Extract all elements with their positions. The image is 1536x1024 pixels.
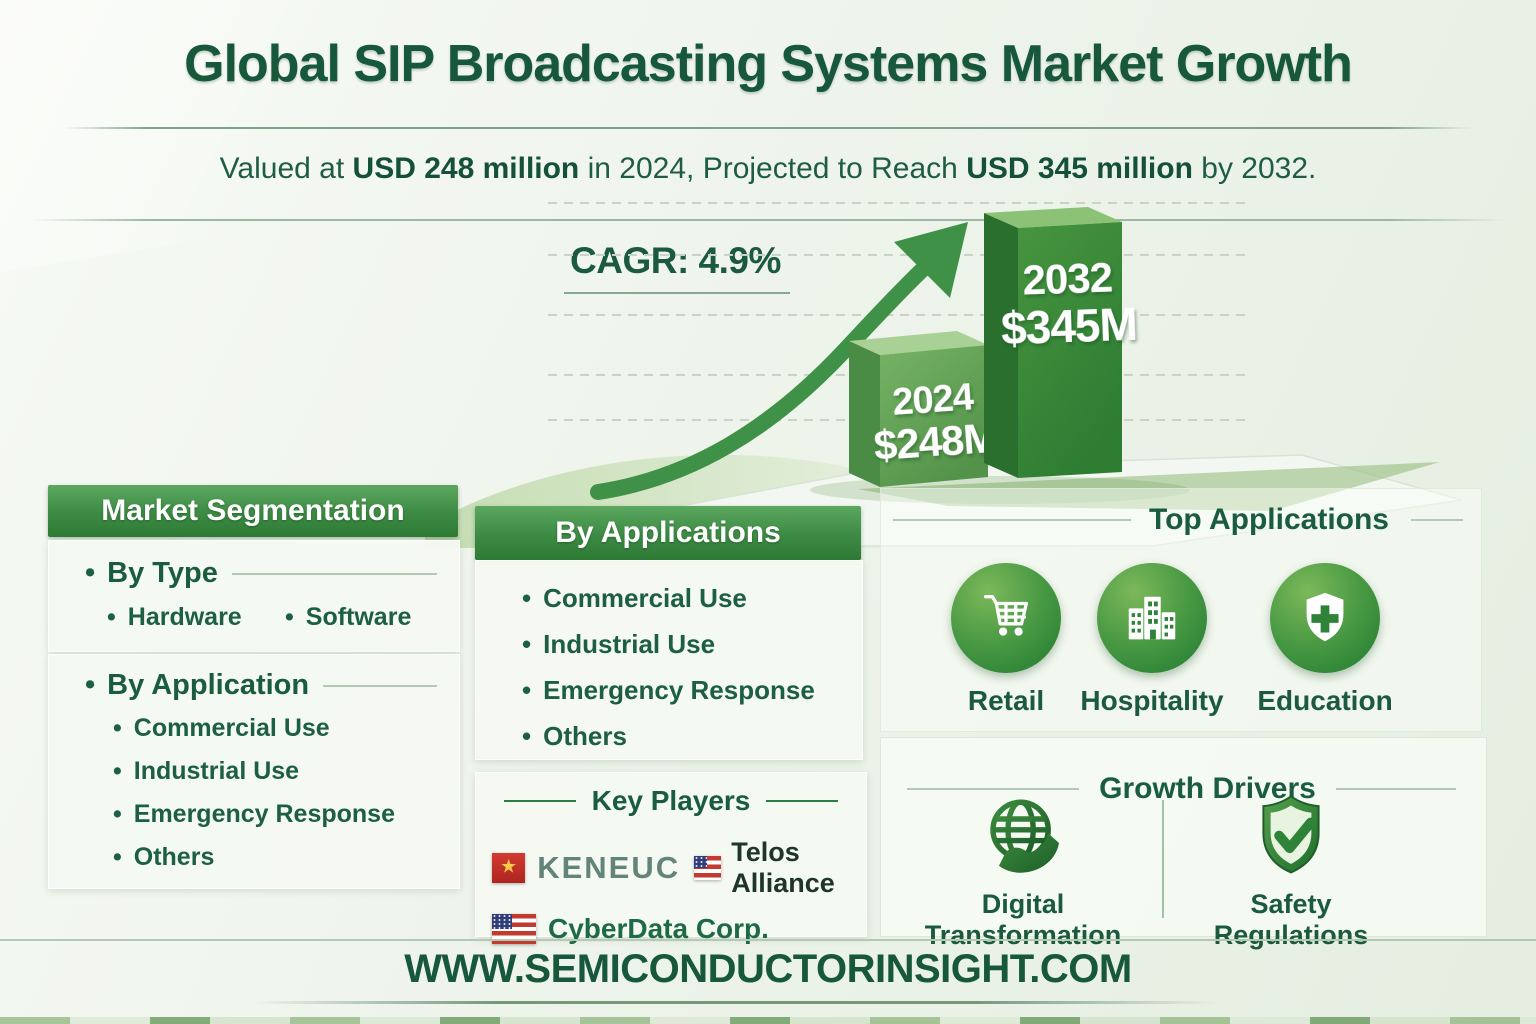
title-divider: [64, 127, 1472, 129]
buildings-icon: [1128, 596, 1176, 640]
bar-2032: 2032 $345M: [984, 207, 1138, 478]
bytype-heading: By Type: [85, 557, 437, 590]
player-cyberdata: CyberData Corp.: [548, 913, 769, 944]
subtitle-divider: [30, 219, 1506, 221]
red-star-flag-icon: ★: [492, 853, 526, 883]
player-telos-alliance: Telos Alliance: [731, 837, 835, 898]
key-players-heading: Key Players: [500, 785, 842, 817]
subtitle-value-2024: USD 248 million: [352, 152, 580, 185]
bytype-item-software: Software: [285, 603, 412, 632]
cagr-label: CAGR: 4.9%: [570, 240, 781, 281]
growth-drivers-rule-left: [907, 788, 1080, 790]
bar-2024-year: 2024: [891, 376, 975, 424]
top-applications-heading: Top Applications: [893, 503, 1463, 537]
top-app-education: Education: [1250, 563, 1400, 717]
key-players-rule-left: [503, 800, 576, 802]
subtitle: Valued at USD 248 million in 2024, Proje…: [0, 152, 1536, 186]
bytype-title: By Type: [107, 557, 218, 589]
chart-gridlines: [548, 202, 1250, 421]
bytype-rule: [231, 572, 437, 575]
growth-drivers-title: Growth Drivers: [1099, 772, 1316, 805]
app-item-emergency: Emergency Response: [522, 675, 862, 706]
hospitality-circle: [1097, 563, 1207, 673]
bar-2032-value: $345M: [1000, 298, 1137, 355]
hospitality-label: Hospitality: [1080, 685, 1224, 716]
driver-safety-regulations: Safety Regulations: [1181, 790, 1401, 951]
player-keneuc: KENEUC: [537, 850, 681, 885]
footer-divider-top: [0, 939, 1536, 941]
driver-digital-transformation: Digital Transformation: [899, 790, 1147, 951]
top-app-hospitality: Hospitality: [1077, 563, 1227, 717]
cagr-underline: [564, 292, 790, 294]
applications-header: By Applications: [475, 506, 861, 560]
bar-2024-value: $248M: [872, 414, 998, 469]
byapp-item-industrial: Industrial Use: [113, 757, 459, 786]
byapplication-heading: By Application: [85, 669, 437, 702]
top-apps-rule-right: [1411, 519, 1463, 521]
byapp-item-others: Others: [113, 843, 459, 872]
key-players-box: Key Players ★ KENEUC Telos Alliance Cybe…: [475, 772, 867, 944]
bar-2032-year: 2032: [1022, 253, 1113, 303]
subtitle-lead: Valued at: [219, 152, 353, 185]
byapplication-title: By Application: [107, 669, 310, 701]
bottom-decorative-strip: [0, 1017, 1536, 1024]
segmentation-header: Market Segmentation: [48, 485, 458, 537]
segmentation-header-label: Market Segmentation: [101, 494, 405, 527]
byapp-item-commercial: Commercial Use: [113, 714, 459, 743]
byapp-item-emergency: Emergency Response: [113, 800, 459, 829]
subtitle-mid: in 2024, Projected to Reach: [579, 152, 967, 185]
retail-label: Retail: [967, 685, 1045, 716]
growth-drivers-section: Growth Drivers Digital Transformation Sa…: [880, 737, 1487, 950]
segmentation-bytype-box: By Type Hardware Software: [48, 540, 460, 652]
app-item-commercial: Commercial Use: [522, 583, 862, 614]
education-label: Education: [1257, 685, 1393, 716]
bar-2024: 2024 $248M: [849, 331, 999, 487]
growth-drivers-rule-right: [1335, 788, 1456, 790]
digital-transformation-label: Digital Transformation: [924, 889, 1122, 950]
top-applications-section: Top Applications Retail: [880, 488, 1482, 732]
key-players-rule-right: [766, 800, 839, 802]
byapplication-rule: [323, 684, 437, 687]
app-item-others: Others: [522, 721, 862, 752]
globe-hand-icon: [990, 799, 1059, 873]
growth-drivers-heading: Growth Drivers: [893, 772, 1470, 806]
usa-flag-icon: [694, 856, 722, 880]
subtitle-tail: by 2032.: [1192, 152, 1317, 185]
bytype-item-hardware: Hardware: [107, 603, 285, 632]
top-apps-rule-left: [893, 519, 1131, 521]
app-item-industrial: Industrial Use: [522, 629, 862, 660]
page-title: Global SIP Broadcasting Systems Market G…: [184, 35, 1353, 93]
platform-green-wedge: [858, 462, 1440, 511]
shield-plus-icon: [1306, 592, 1344, 642]
shield-check-icon: [1262, 795, 1320, 874]
growth-arrow-icon: [590, 222, 968, 500]
top-app-retail: Retail: [931, 563, 1081, 717]
safety-regulations-label: Safety Regulations: [1213, 889, 1369, 950]
growth-drivers-divider: [1162, 800, 1164, 918]
shopping-cart-icon: [984, 595, 1028, 636]
footer-divider-bottom: [253, 1001, 1218, 1004]
applications-box: Commercial Use Industrial Use Emergency …: [475, 560, 863, 760]
footer-url: WWW.SEMICONDUCTORINSIGHT.COM: [404, 947, 1132, 991]
key-players-title: Key Players: [591, 785, 751, 816]
subtitle-value-2032: USD 345 million: [966, 152, 1193, 185]
retail-circle: [951, 563, 1061, 673]
top-applications-title: Top Applications: [1149, 503, 1389, 536]
education-circle: [1270, 563, 1380, 673]
segmentation-byapplication-box: By Application Commercial Use Industrial…: [48, 654, 460, 889]
applications-header-label: By Applications: [555, 516, 781, 549]
